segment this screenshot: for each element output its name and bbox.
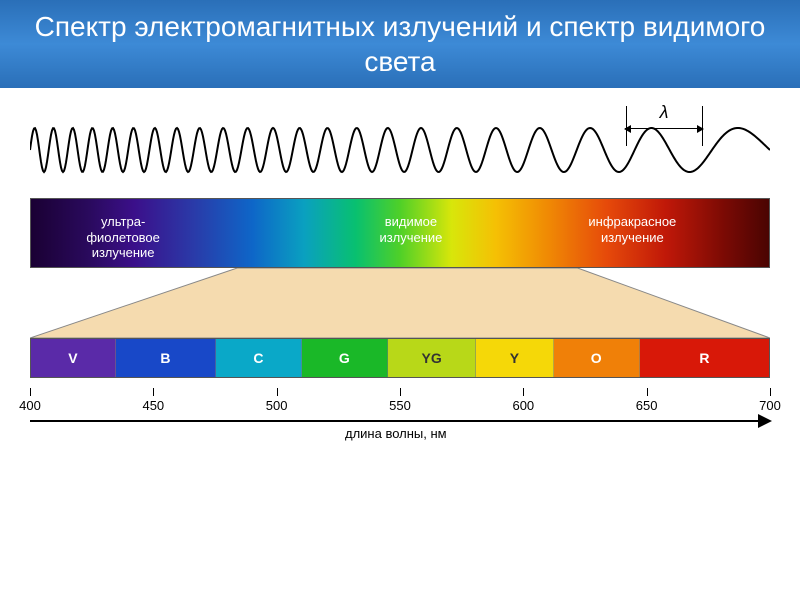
title-banner: Спектр электромагнитных излучений и спек… xyxy=(0,0,800,88)
spectrum-segment-r: R xyxy=(640,339,769,377)
axis-tick-label: 650 xyxy=(636,398,658,413)
axis-tick xyxy=(153,388,154,396)
wave-row: λ xyxy=(30,106,770,186)
axis-tick xyxy=(523,388,524,396)
spectrum-segment-c: C xyxy=(216,339,302,377)
visible-label: видимоеизлучение xyxy=(341,214,481,245)
axis-tick-label: 550 xyxy=(389,398,411,413)
axis-tick-label: 400 xyxy=(19,398,41,413)
wave-graphic xyxy=(30,106,770,186)
axis-tick-label: 450 xyxy=(142,398,164,413)
axis-tick xyxy=(647,388,648,396)
axis-tick xyxy=(277,388,278,396)
spectrum-segment-b: B xyxy=(116,339,216,377)
axis-arrowhead xyxy=(758,414,772,428)
visible-spectrum-bar: VBCGYGYOR xyxy=(30,338,770,378)
wavelength-axis: длина волны, нм 400450500550600650700 xyxy=(30,388,770,438)
spectrum-segment-v: V xyxy=(31,339,116,377)
spectrum-segment-yg: YG xyxy=(388,339,476,377)
full-spectrum-bar: ультра-фиолетовоеизлучение видимоеизлуче… xyxy=(30,198,770,268)
spectrum-segment-o: O xyxy=(554,339,640,377)
axis-tick xyxy=(30,388,31,396)
spectrum-segment-g: G xyxy=(302,339,388,377)
axis-tick xyxy=(770,388,771,396)
axis-tick xyxy=(400,388,401,396)
axis-tick-label: 600 xyxy=(512,398,534,413)
axis-tick-label: 700 xyxy=(759,398,781,413)
diagram-content: λ ультра-фиолетовоеизлучение видимоеизлу… xyxy=(0,88,800,438)
axis-line xyxy=(30,420,760,422)
expansion-trapezoid xyxy=(30,268,770,338)
expansion-graphic xyxy=(30,268,770,338)
axis-label: длина волны, нм xyxy=(345,426,447,441)
ir-label: инфракрасноеизлучение xyxy=(562,214,702,245)
page-title: Спектр электромагнитных излучений и спек… xyxy=(20,9,780,79)
axis-tick-label: 500 xyxy=(266,398,288,413)
uv-label: ультра-фиолетовоеизлучение xyxy=(53,214,193,261)
spectrum-segment-y: Y xyxy=(476,339,553,377)
